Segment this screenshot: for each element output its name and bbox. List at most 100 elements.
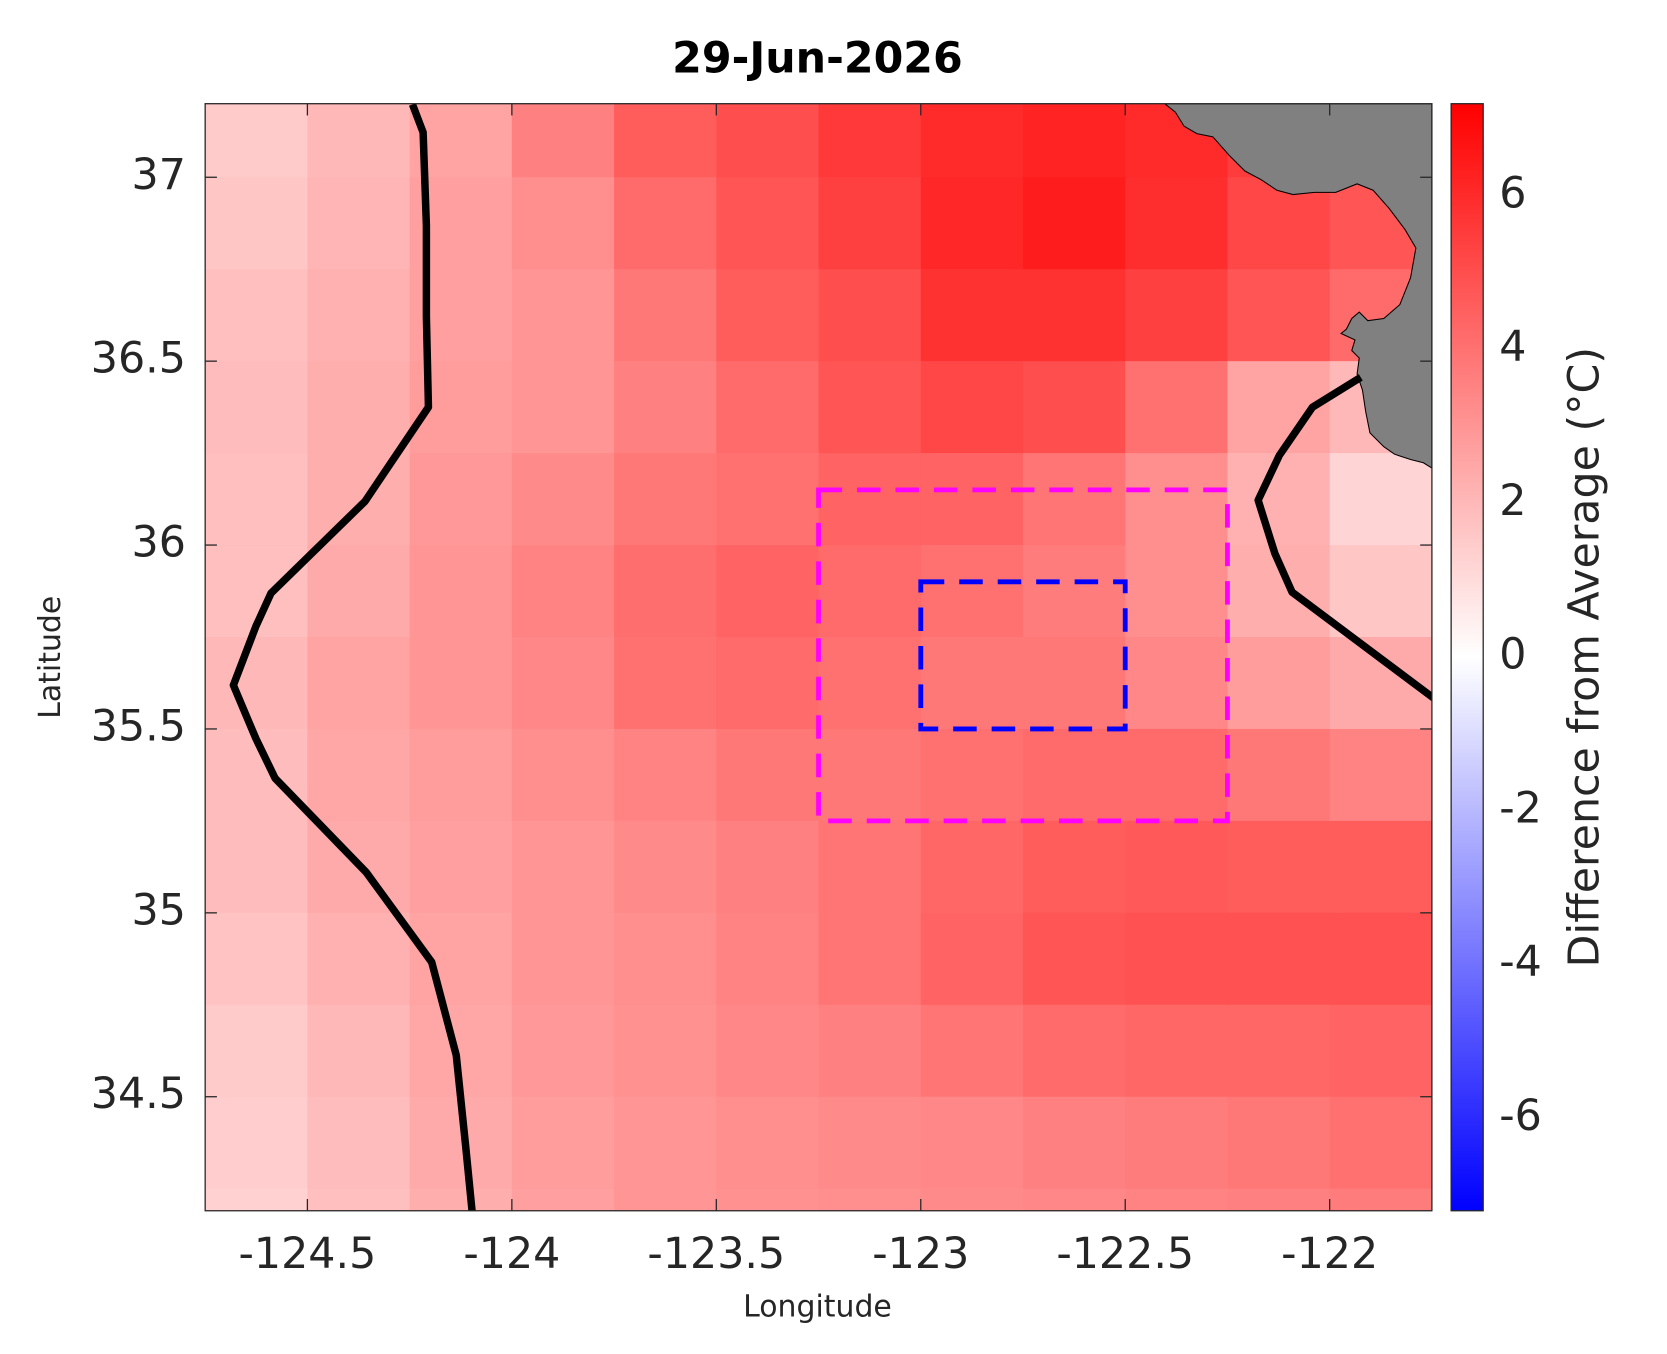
x-tick-label: -122 [1281,1229,1378,1279]
heatmap-cell [1329,1188,1432,1211]
heatmap-cell [1022,177,1126,270]
heatmap-cell [716,269,820,362]
heatmap-cell [307,728,411,822]
heatmap-cell [920,820,1024,914]
heatmap-cell [818,177,922,270]
x-tick-label: -123.5 [647,1229,785,1279]
heatmap-cell [511,912,615,1006]
heatmap-cell [614,103,717,178]
heatmap-cell [1125,177,1228,270]
heatmap-cell [1125,1096,1228,1190]
heatmap-cell [716,728,820,822]
heatmap-cell [511,1004,615,1098]
y-tick-label: 37 [132,150,186,200]
axes: -124.5 -124 -123.5 -123 -122.5 -122 34.5 35 35.5… [91,103,1542,1279]
heatmap-cell [920,1004,1024,1098]
heatmap-cell [511,637,615,730]
heatmap-cell [920,269,1024,362]
heatmap-cell [1022,728,1126,822]
heatmap-cell [818,1188,922,1211]
heatmap-cell [1125,637,1228,730]
heatmap-cell [1125,545,1228,638]
heatmap-cell [511,1188,615,1211]
heatmap-cell [1329,728,1432,822]
heatmap-cell [716,453,820,546]
heatmap-cell [818,637,922,730]
heatmap-cell [511,177,615,270]
x-tick-label: -124 [463,1229,560,1279]
heatmap-cell [1022,1096,1126,1190]
y-tick-label: 34.5 [91,1069,186,1119]
heatmap-cell [920,1096,1024,1190]
contour-line [1254,374,1432,702]
heatmap-cell [716,912,820,1006]
heatmap-cell [1022,453,1126,546]
heatmap-cell [614,1096,717,1190]
heatmap-cell [307,545,411,638]
heatmap-cell [818,269,922,362]
colorbar-tick-label: 2 [1499,476,1526,526]
heatmap-cell [205,1004,308,1098]
heatmap-cell [1329,1004,1432,1098]
heatmap-cell [920,545,1024,638]
colorbar-label: Difference from Average (°C) [1559,347,1609,968]
colorbar-tick-label: 6 [1499,168,1526,218]
plot-frame [204,103,1433,1212]
x-tick-label: -122.5 [1056,1229,1194,1279]
y-tick-label: 36 [132,518,186,568]
heatmap-cell [716,1004,820,1098]
heatmap-cell [1227,453,1331,546]
heatmap-cell [614,269,717,362]
heatmap-cell [511,728,615,822]
heatmap-cell [205,177,308,270]
heatmap-cell [818,820,922,914]
heatmap-cell [1022,1004,1126,1098]
heatmap-cell [716,1096,820,1190]
heatmap-cell [920,728,1024,822]
heatmap-cell [1125,912,1228,1006]
heatmap-cell [1227,728,1331,822]
heatmap-cell [1022,820,1126,914]
heatmap-cell [818,453,922,546]
y-tick-label: 35.5 [91,701,186,751]
colorbar-tick-label: -4 [1499,937,1542,987]
heatmap-cell [205,637,308,730]
heatmap-cell [1227,637,1331,730]
contour-line [229,103,476,1211]
heatmap-cell [307,177,411,270]
x-tick-label: -123 [872,1229,969,1279]
heatmap-cell [818,545,922,638]
heatmap-cell [307,637,411,730]
heatmap-cell [920,177,1024,270]
heatmap-cell [716,1188,820,1211]
heatmap-cell [818,1004,922,1098]
heatmap-cell [614,820,717,914]
heatmap-cell [614,1004,717,1098]
heatmap-cell [1022,637,1126,730]
heatmap-cell [716,545,820,638]
heatmap-cell [614,545,717,638]
heatmap-cell [920,1188,1024,1211]
heatmap-cell [1227,912,1331,1006]
heatmap-cell [1022,269,1126,362]
heatmap-cell [307,1096,411,1190]
y-axis-label: Latitude [33,596,68,719]
heatmap-cell [511,545,615,638]
heatmap-cell [1022,545,1126,638]
heatmap-cell [716,103,820,178]
y-tick-label: 35 [132,885,186,935]
colorbar-tick-label: 0 [1499,630,1526,680]
heatmap-cell [409,453,513,546]
heatmap-cell [409,820,513,914]
heatmap-cell [205,820,308,914]
heatmap-cell [1227,1004,1331,1098]
heatmap-cell [205,269,308,362]
colorbar [1450,103,1484,1212]
heatmap-cell [307,912,411,1006]
heatmap-cell [1227,1188,1331,1211]
heatmap-cell [1125,1188,1228,1211]
y-tick-label: 36.5 [91,334,186,384]
colorbar-tick-label: 4 [1499,322,1526,372]
heatmap-cell [205,453,308,546]
